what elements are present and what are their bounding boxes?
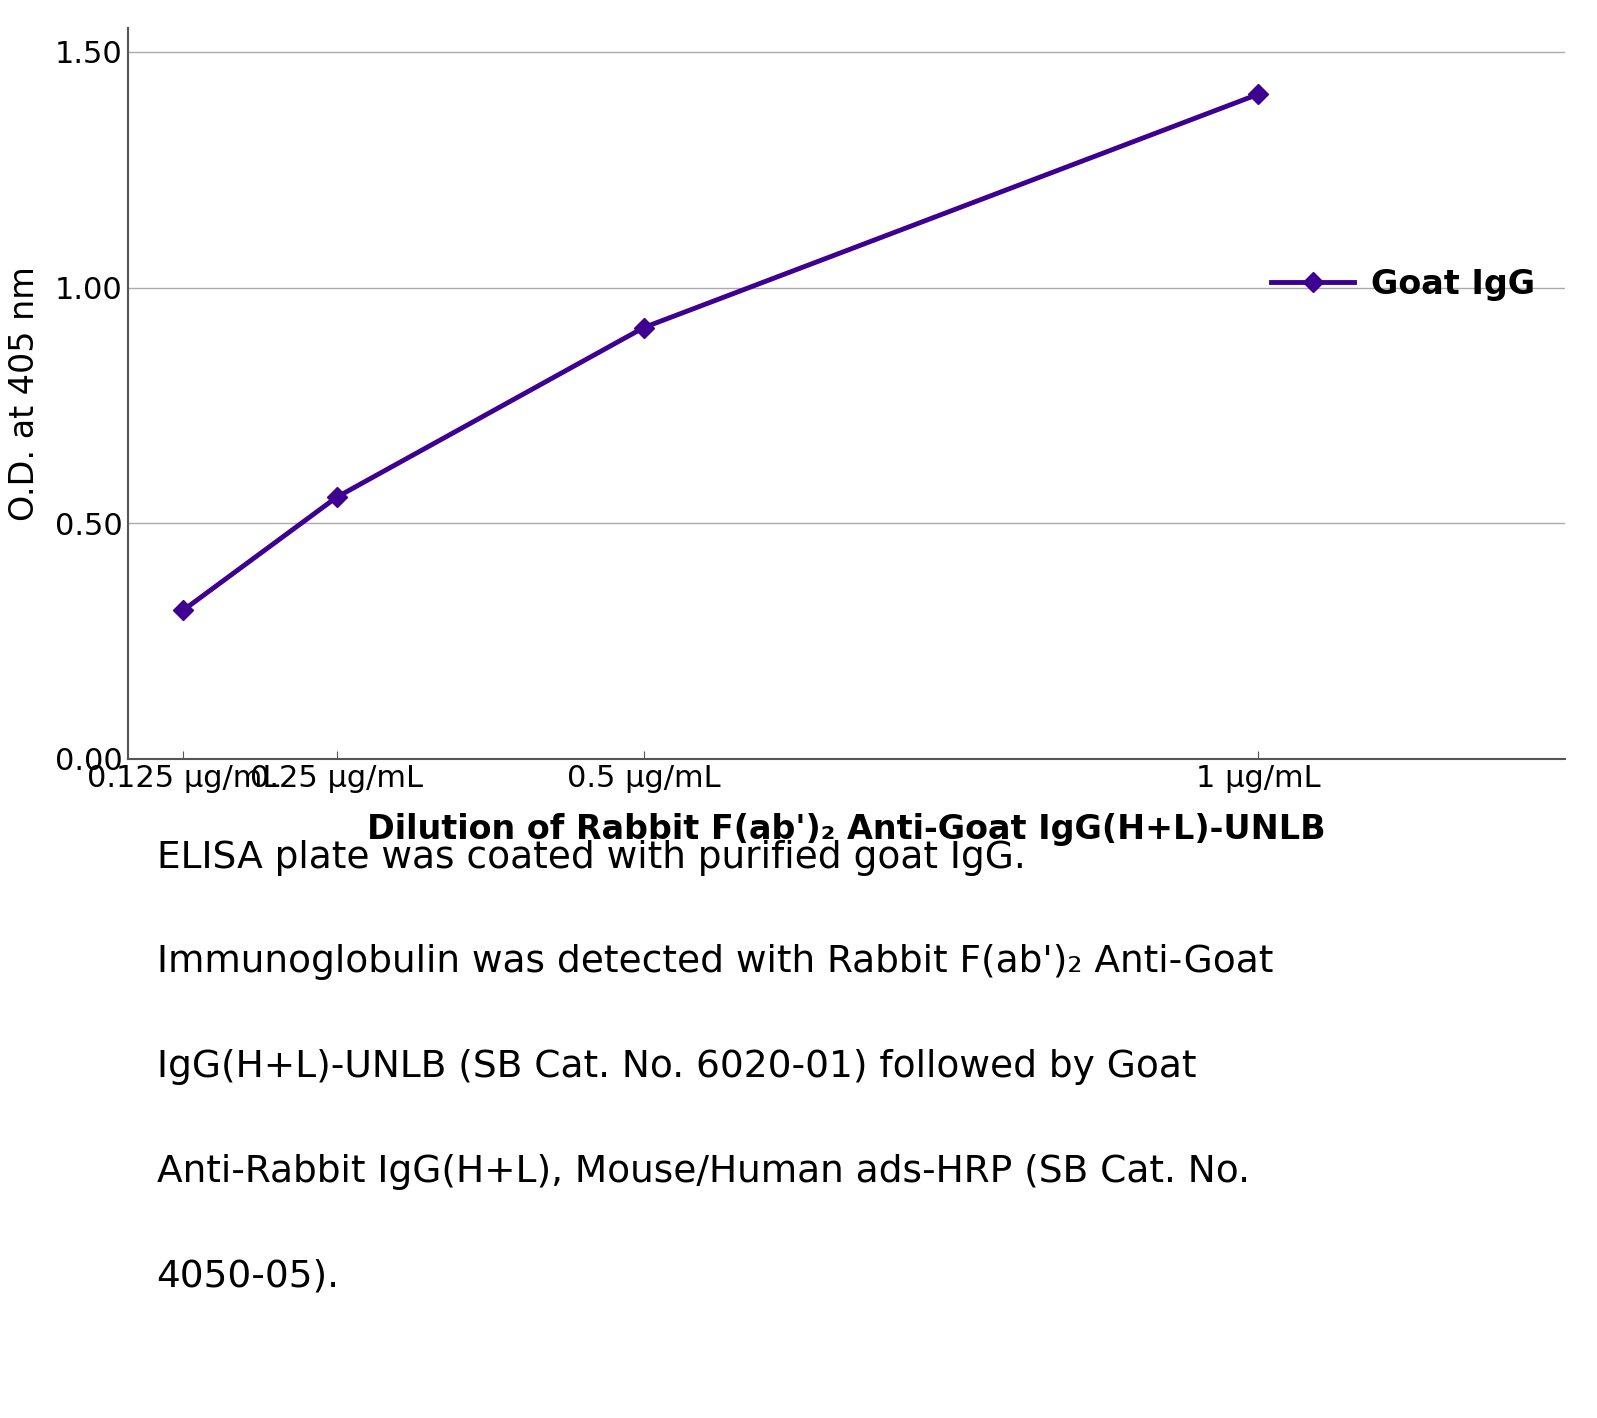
- X-axis label: Dilution of Rabbit F(ab')₂ Anti-Goat IgG(H+L)-UNLB: Dilution of Rabbit F(ab')₂ Anti-Goat IgG…: [367, 814, 1326, 847]
- Text: Anti-Rabbit IgG(H+L), Mouse/Human ads-HRP (SB Cat. No.: Anti-Rabbit IgG(H+L), Mouse/Human ads-HR…: [157, 1154, 1249, 1190]
- Text: IgG(H+L)-UNLB (SB Cat. No. 6020-01) followed by Goat: IgG(H+L)-UNLB (SB Cat. No. 6020-01) foll…: [157, 1049, 1196, 1085]
- Y-axis label: O.D. at 405 nm: O.D. at 405 nm: [8, 267, 42, 520]
- Legend: Goat IgG: Goat IgG: [1257, 254, 1549, 313]
- Text: Immunoglobulin was detected with Rabbit F(ab')₂ Anti-Goat: Immunoglobulin was detected with Rabbit …: [157, 944, 1273, 980]
- Text: ELISA plate was coated with purified goat IgG.: ELISA plate was coated with purified goa…: [157, 839, 1025, 876]
- Text: 4050-05).: 4050-05).: [157, 1258, 340, 1295]
